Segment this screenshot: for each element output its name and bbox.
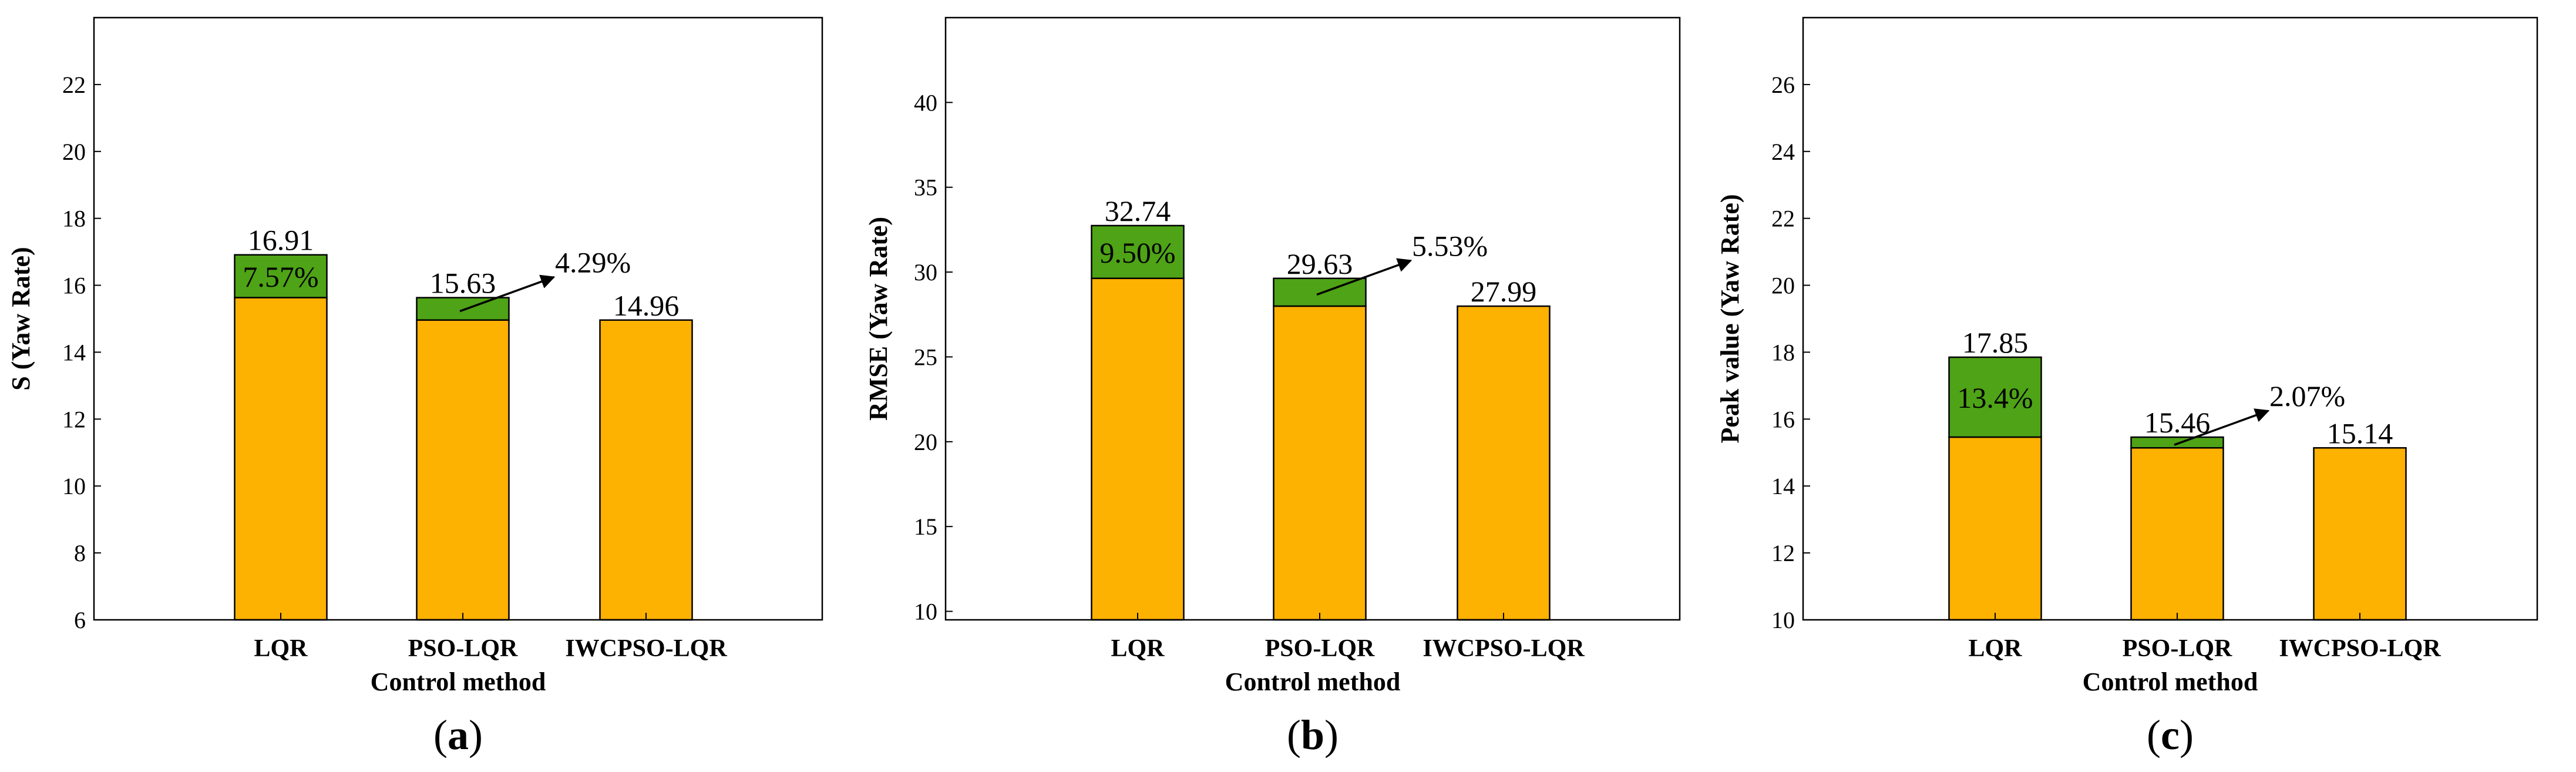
y-axis-label: Peak value (Yaw Rate) (1716, 194, 1744, 443)
chart-panel-1: 6 8 10 12 14 16 18 20 22 16.91 LQR 15.63 PSO-LQR 14.9… (6, 16, 823, 758)
y-tick-label: 35 (914, 174, 937, 201)
x-category-label: IWCPSO-LQR (1422, 635, 1585, 662)
bar-improvement-segment (416, 297, 510, 321)
chart-panel-2: 10 15 20 25 30 35 40 32.74 LQR 29.63 PSO-LQR 27.99 I… (864, 16, 1681, 758)
bar-improvement-segment (1091, 224, 1185, 280)
y-tick-label: 26 (1771, 72, 1795, 98)
bar-base-segment (2313, 447, 2407, 621)
bar-base-segment (599, 319, 693, 621)
bar-value-label: 32.74 (1105, 194, 1171, 227)
y-tick-label: 40 (914, 89, 937, 116)
panel-label-part: b (1301, 711, 1324, 758)
y-tick-label: 25 (914, 344, 937, 370)
plot-frame (1802, 16, 2538, 621)
percent-label: 9.50% (1099, 236, 1175, 269)
bar-value-label: 17.85 (1962, 326, 2029, 359)
bar-base-segment (234, 297, 328, 621)
y-tick-label: 8 (74, 540, 86, 566)
panel-label-part: c (2161, 711, 2180, 758)
plot-frame (93, 16, 823, 621)
x-category-label: PSO-LQR (2123, 635, 2232, 662)
y-tick-label: 10 (1771, 607, 1795, 633)
x-category-label: LQR (1968, 635, 2022, 662)
x-axis-label: Control method (371, 667, 546, 696)
x-category-label: IWCPSO-LQR (2279, 635, 2441, 662)
y-tick-label: 14 (1771, 473, 1795, 499)
y-tick-label: 16 (62, 273, 86, 299)
y-tick-label: 6 (74, 607, 86, 633)
x-category-label: PSO-LQR (1265, 635, 1375, 662)
panel-label-part: ) (469, 711, 483, 758)
y-tick-label: 24 (1771, 139, 1795, 165)
panel-label-part: ( (433, 711, 448, 758)
bar-value-label: 14.96 (613, 289, 680, 322)
bar-value-label: 16.91 (248, 224, 314, 257)
x-axis-label: Control method (1225, 667, 1401, 696)
y-tick-label: 10 (62, 473, 86, 499)
bar-base-segment (1457, 305, 1551, 621)
plot-frame (944, 16, 1681, 621)
x-category-label: IWCPSO-LQR (565, 635, 727, 662)
bar-value-label: 15.63 (430, 267, 496, 300)
y-tick-label: 20 (914, 429, 937, 455)
bar-base-segment (416, 319, 510, 621)
arrow-annotation (2174, 408, 2270, 446)
y-tick-label: 15 (914, 513, 937, 540)
panel-label-part: ( (1287, 711, 1301, 758)
y-tick-label: 20 (62, 139, 86, 165)
panel-label-part: a (448, 711, 469, 758)
x-category-label: PSO-LQR (408, 635, 518, 662)
percent-label: 4.29% (555, 246, 631, 279)
y-tick-label: 22 (1771, 206, 1795, 232)
y-axis-label: RMSE (Yaw Rate) (864, 217, 893, 421)
bar-base-segment (1273, 305, 1367, 621)
y-tick-label: 18 (62, 206, 86, 232)
panel-label: (b) (1287, 711, 1339, 758)
y-tick-label: 16 (1771, 406, 1795, 432)
arrow-annotation (1316, 258, 1413, 296)
panel-label: (a) (433, 711, 483, 758)
panel-label: (c) (2147, 711, 2194, 758)
arrow-annotation (459, 274, 556, 313)
bar-value-label: 15.46 (2144, 406, 2211, 439)
y-axis-label: S (Yaw Rate) (6, 247, 35, 390)
x-axis-label: Control method (2083, 667, 2258, 696)
y-tick-label: 30 (914, 259, 937, 286)
bar-value-label: 29.63 (1287, 247, 1353, 280)
x-category-label: LQR (254, 635, 308, 662)
percent-label: 13.4% (1957, 381, 2033, 414)
percent-label: 5.53% (1412, 229, 1488, 262)
percent-label: 2.07% (2269, 380, 2345, 412)
y-tick-label: 18 (1771, 339, 1795, 365)
y-tick-label: 10 (914, 599, 937, 625)
bar-value-label: 27.99 (1471, 275, 1537, 308)
x-category-label: LQR (1111, 635, 1165, 662)
bar-base-segment (1091, 277, 1185, 621)
chart-panel-3: 10 12 14 16 18 20 22 24 26 17.85 LQR 15.46 PSO-LQR 15… (1716, 16, 2538, 758)
panel-label-part: ) (2180, 711, 2194, 758)
bar-improvement-segment (234, 254, 328, 298)
y-tick-label: 22 (62, 72, 86, 98)
y-tick-label: 12 (1771, 540, 1795, 566)
y-tick-label: 12 (62, 406, 86, 432)
bar-value-label: 15.14 (2327, 417, 2393, 449)
bar-base-segment (1948, 436, 2042, 621)
bar-improvement-segment (1948, 356, 2042, 438)
bar-base-segment (2130, 447, 2224, 621)
panel-label-part: ) (1324, 711, 1339, 758)
panel-label-part: ( (2147, 711, 2161, 758)
y-tick-label: 14 (62, 339, 86, 365)
percent-label: 7.57% (243, 260, 318, 293)
y-tick-label: 20 (1771, 273, 1795, 299)
